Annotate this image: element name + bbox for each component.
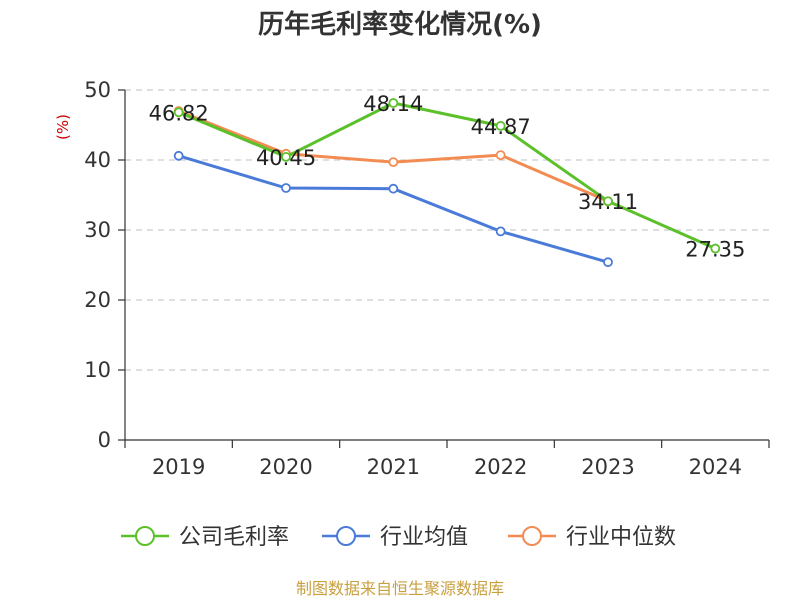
y-tick-label: 50 xyxy=(84,78,111,102)
x-tick-label-2020: 2020 xyxy=(259,455,312,479)
legend-label: 行业中位数 xyxy=(566,525,676,550)
data-label: 44.87 xyxy=(471,115,531,139)
data-point xyxy=(603,196,613,207)
data-point xyxy=(281,151,291,162)
y-axis-label: (%) xyxy=(54,114,72,140)
data-label: 48.14 xyxy=(363,92,423,116)
series-line xyxy=(178,154,609,264)
data-point xyxy=(495,150,506,161)
legend-marker xyxy=(336,526,356,546)
legend-marker xyxy=(135,526,155,546)
y-tick-label: 0 xyxy=(98,428,111,452)
data-label: 40.45 xyxy=(256,146,316,170)
y-tick-label: 40 xyxy=(84,148,111,172)
data-point xyxy=(173,150,184,161)
x-tick-label-2022: 2022 xyxy=(474,455,527,479)
data-label: 34.11 xyxy=(578,190,638,214)
x-tick-label-2021: 2021 xyxy=(367,455,420,479)
legend-label: 公司毛利率 xyxy=(179,525,289,550)
chart-title: 历年毛利率变化情况(%) xyxy=(258,9,542,40)
data-point xyxy=(281,183,291,193)
legend-label: 行业均值 xyxy=(380,525,468,550)
data-point xyxy=(603,257,613,268)
source-note: 制图数据来自恒生聚源数据库 xyxy=(296,579,504,598)
legend-item-0: 公司毛利率 xyxy=(121,525,289,550)
data-point xyxy=(173,107,184,118)
legend-marker xyxy=(522,526,542,546)
data-point xyxy=(388,157,399,168)
data-point xyxy=(388,183,399,194)
data-label: 46.82 xyxy=(149,101,209,125)
y-tick-label: 30 xyxy=(84,218,111,242)
x-tick-label-2019: 2019 xyxy=(152,455,205,479)
data-point xyxy=(495,226,506,237)
data-label: 27.35 xyxy=(685,238,745,262)
data-point xyxy=(495,121,506,131)
series-layer xyxy=(173,98,721,268)
series-1 xyxy=(173,150,613,268)
x-tick-label-2023: 2023 xyxy=(581,455,634,479)
legend-item-2: 行业中位数 xyxy=(508,525,676,550)
series-line xyxy=(178,101,716,250)
data-point xyxy=(388,98,399,108)
y-tick-label: 10 xyxy=(84,358,111,382)
axes: 0 10 20 30 40 50 2019 2020 2021 2022 2023 2024 xyxy=(84,78,770,479)
y-tick-label: 20 xyxy=(84,288,111,312)
data-point xyxy=(710,243,721,254)
legend-item-1: 行业均值 xyxy=(322,525,468,550)
data-labels: 46.82 40.45 48.14 44.87 34.11 27.35 xyxy=(149,92,746,262)
x-tick-label-2024: 2024 xyxy=(689,455,742,479)
series-0 xyxy=(173,98,721,254)
legend: 公司毛利率 行业均值 行业中位数 xyxy=(121,525,676,550)
